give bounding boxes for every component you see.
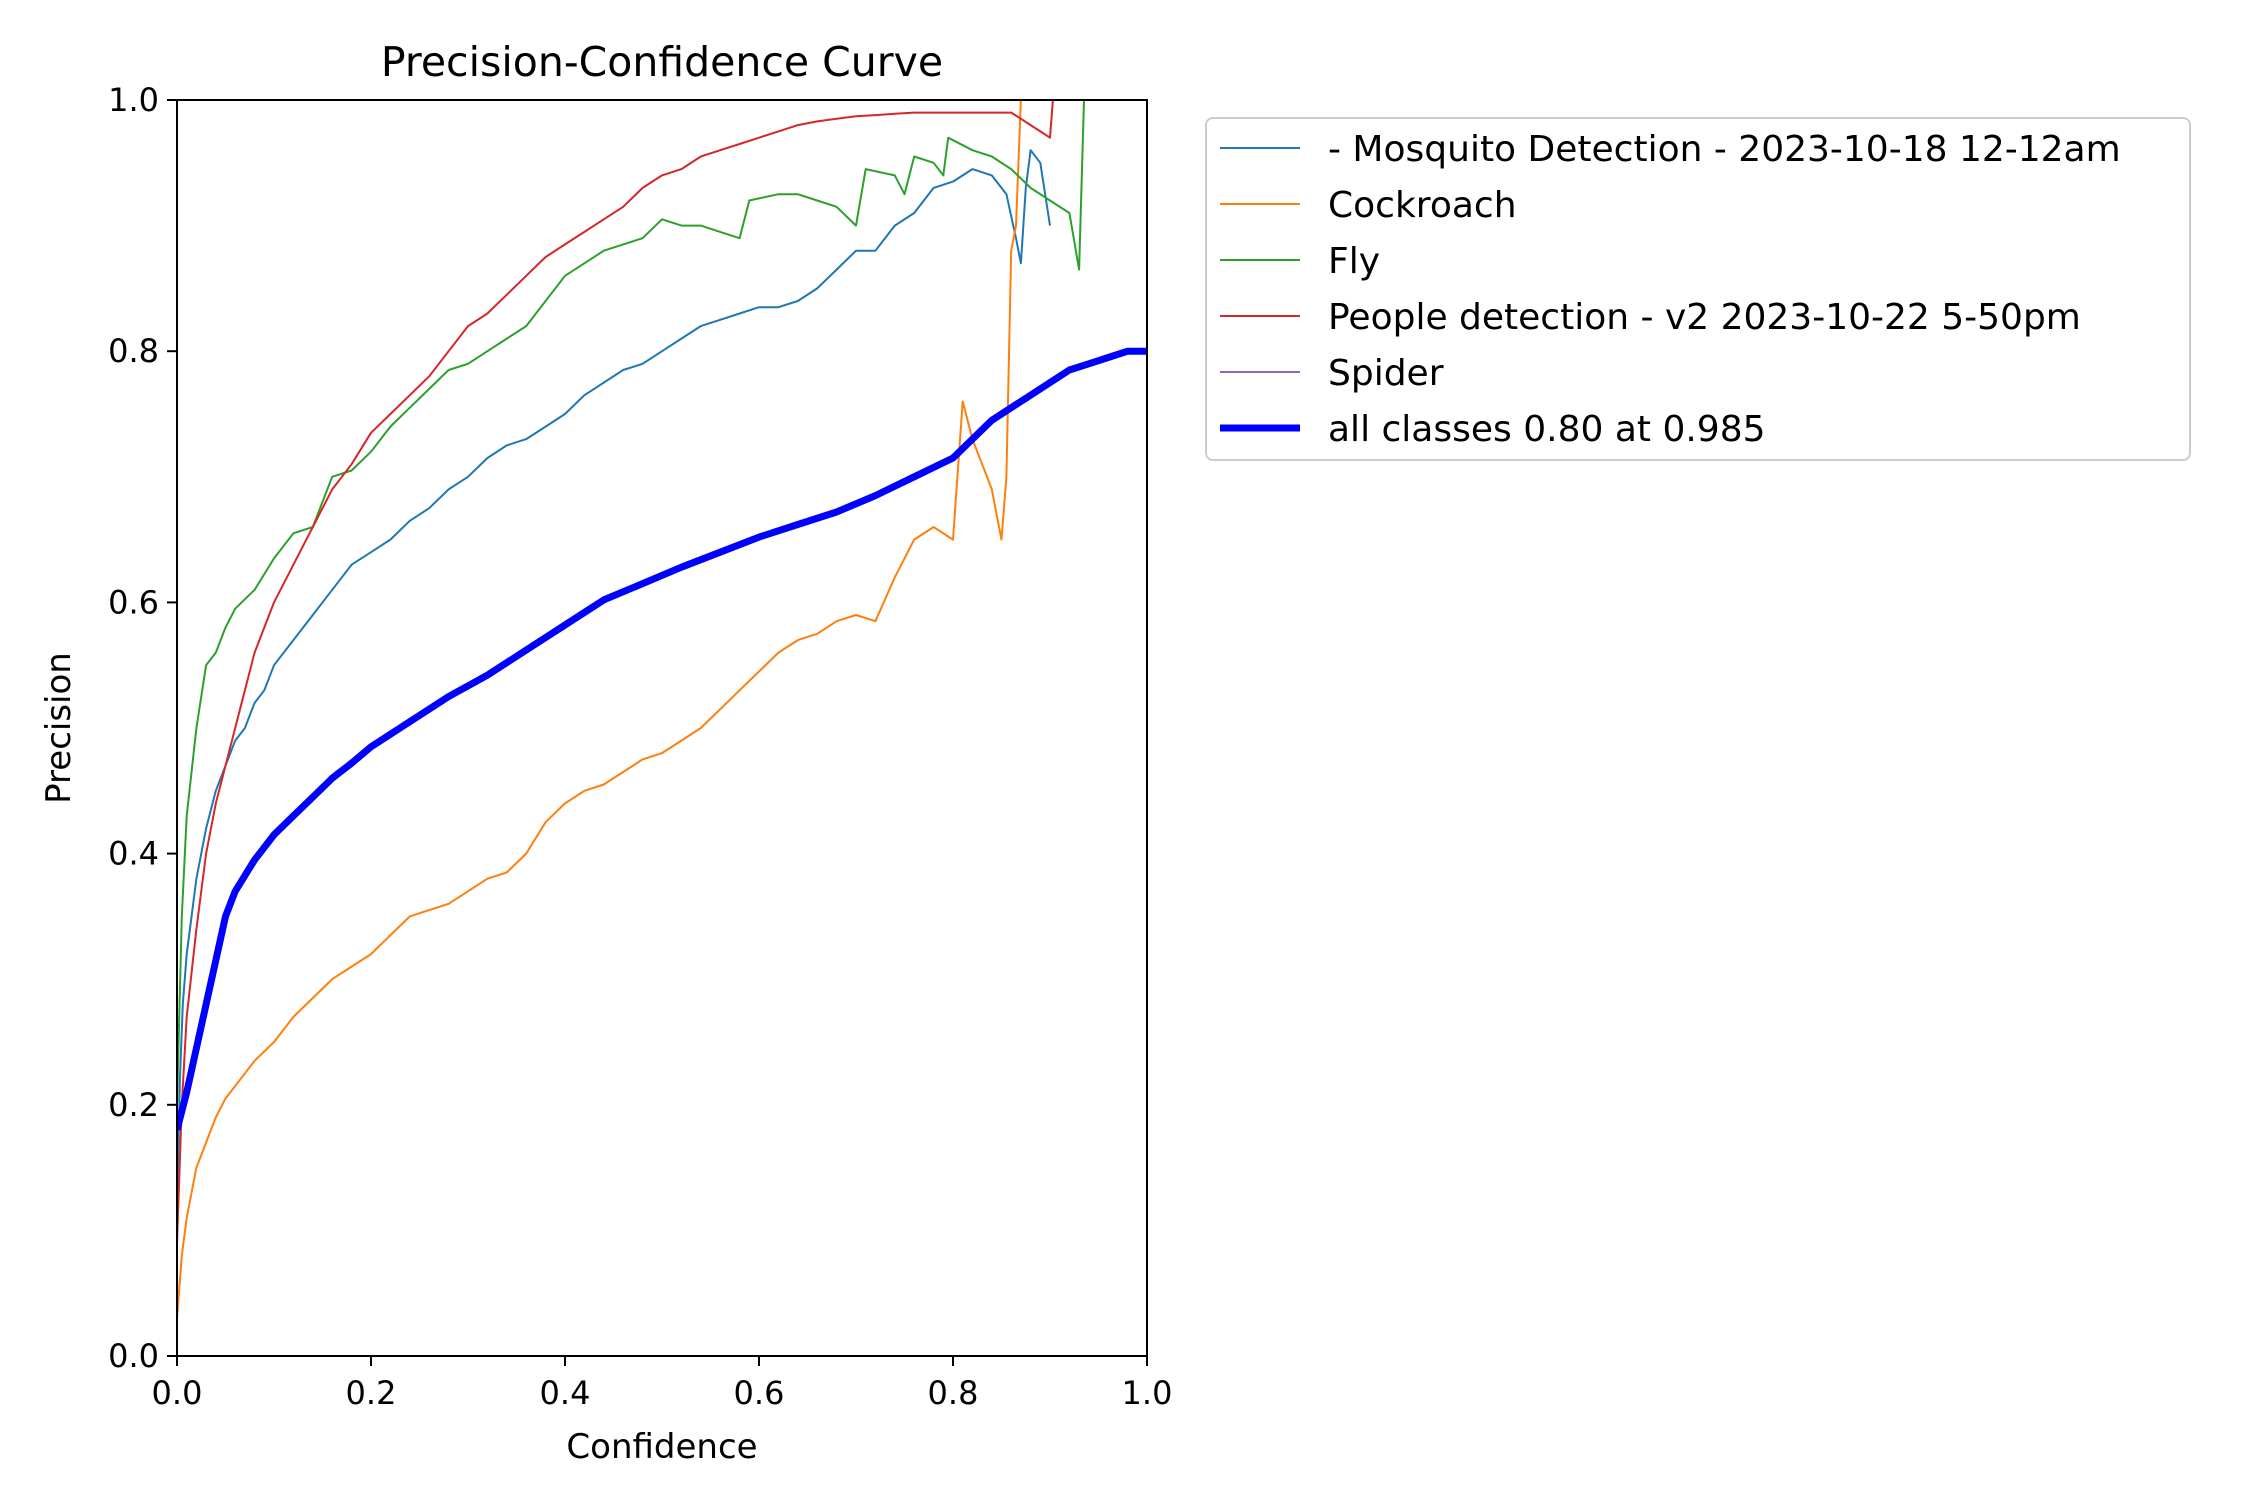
legend-label-5: all classes 0.80 at 0.985	[1328, 409, 1766, 450]
legend-label-2: Fly	[1328, 241, 1380, 282]
legend: - Mosquito Detection - 2023-10-18 12-12a…	[1205, 117, 2191, 461]
y-tick-label: 0.4	[108, 835, 159, 873]
y-tick-label: 0.8	[108, 332, 159, 370]
x-tick-label: 0.4	[540, 1374, 591, 1412]
plot-frame	[176, 99, 1148, 1357]
plot-lines	[177, 100, 1147, 1319]
legend-label-0: - Mosquito Detection - 2023-10-18 12-12a…	[1328, 129, 2121, 170]
legend-label-3: People detection - v2 2023-10-22 5-50pm	[1328, 297, 2081, 338]
series-line-3	[177, 100, 1054, 1244]
legend-label-4: Spider	[1328, 353, 1444, 394]
series-line-5	[177, 347, 1147, 1131]
x-tick-label: 0.8	[928, 1374, 979, 1412]
legend-box	[1205, 117, 2191, 461]
y-axis-ticks: 0.0 0.2 0.4 0.6 0.8 1.0	[108, 81, 177, 1375]
y-tick-label: 1.0	[108, 81, 159, 119]
x-tick-label: 0.0	[152, 1374, 203, 1412]
legend-label-1: Cockroach	[1328, 185, 1517, 226]
series-line-0	[177, 149, 1051, 1206]
y-tick-label: 0.2	[108, 1086, 159, 1124]
series-line-1	[177, 100, 1022, 1319]
legend-entries: - Mosquito Detection - 2023-10-18 12-12a…	[1220, 129, 2121, 450]
y-tick-label: 0.6	[108, 583, 159, 621]
series-line-2	[177, 100, 1085, 1105]
y-tick-label: 0.0	[108, 1337, 159, 1375]
x-tick-label: 0.6	[734, 1374, 785, 1412]
x-tick-label: 1.0	[1122, 1374, 1173, 1412]
chart-title: Precision-Confidence Curve	[381, 38, 943, 86]
x-tick-label: 0.2	[346, 1374, 397, 1412]
x-axis-ticks: 0.0 0.2 0.4 0.6 0.8 1.0	[152, 1356, 1173, 1412]
y-axis-label: Precision	[39, 652, 79, 804]
x-axis-label: Confidence	[566, 1427, 757, 1467]
